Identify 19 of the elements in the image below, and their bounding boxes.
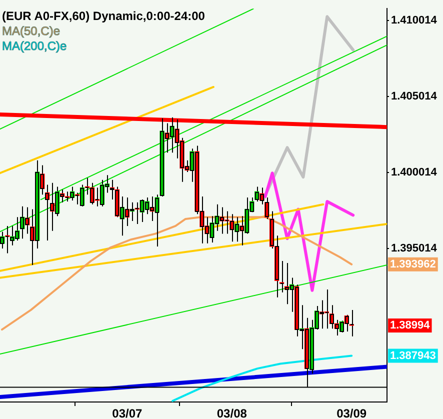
candlestick: [20, 206, 25, 240]
candlestick: [70, 186, 75, 201]
text: MA(50,C)e: [2, 24, 60, 38]
text: MA(200,C)e: [2, 38, 68, 53]
x-tick-label: 03/07: [112, 406, 143, 419]
y-tick-label: 1.400014: [391, 166, 438, 178]
x-tick-label: 03/08: [216, 406, 248, 419]
y-tick-label: 1.395014: [391, 242, 438, 254]
y-tick-label: 1.405014: [391, 90, 438, 103]
candlestick: [45, 184, 50, 242]
candlestick: [80, 184, 85, 207]
candlestick: [0, 231, 5, 249]
chart-title: (EUR A0-FX,60) Dynamic,0:00-24:00: [2, 8, 206, 23]
text: 1.38994: [390, 319, 430, 332]
candlestick: [50, 182, 55, 232]
text: 1.393962: [390, 258, 436, 270]
x-tick-label: 03/09: [336, 406, 367, 419]
text: 1.387943: [390, 350, 436, 362]
y-tick-label: 1.410014: [391, 14, 438, 27]
